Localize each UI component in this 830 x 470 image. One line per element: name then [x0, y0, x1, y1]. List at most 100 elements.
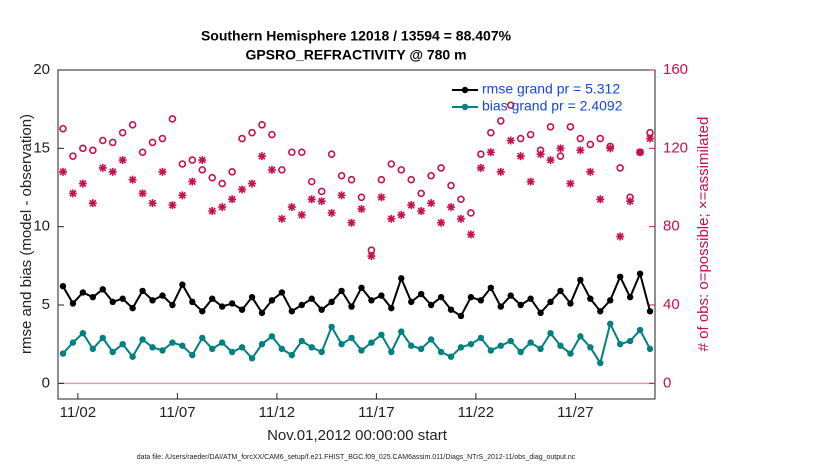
point — [487, 284, 495, 291]
point — [228, 348, 236, 356]
point — [437, 348, 445, 356]
legend-marker — [461, 86, 469, 94]
possible-marker — [59, 124, 67, 133]
possible-marker — [228, 168, 236, 176]
point — [59, 283, 67, 290]
point — [447, 306, 455, 313]
point — [318, 348, 325, 356]
point — [298, 301, 305, 309]
y2-axis-label: # of obs: o=possible; ×=assimilated — [695, 117, 712, 352]
point — [646, 308, 654, 315]
point — [129, 353, 136, 360]
assimilated-marker — [307, 195, 316, 204]
point — [159, 347, 166, 354]
possible-marker — [98, 136, 107, 145]
possible-marker — [397, 166, 406, 174]
assimilated-marker — [417, 207, 426, 215]
possible-marker — [317, 187, 326, 196]
assimilated-marker — [456, 214, 465, 223]
assimilated-marker — [218, 203, 227, 212]
y2-tick-label: 0 — [663, 374, 671, 391]
point — [179, 281, 186, 288]
assimilated-marker — [277, 214, 286, 223]
plot-area — [57, 69, 656, 400]
possible-marker — [297, 148, 306, 157]
point — [89, 293, 97, 301]
point — [517, 301, 524, 309]
point — [616, 273, 624, 280]
possible-marker — [188, 156, 197, 164]
point — [139, 287, 146, 295]
point — [417, 345, 425, 353]
assimilated-marker — [427, 199, 436, 208]
possible-marker — [546, 122, 555, 131]
chart-title: Southern Hemisphere 12018 / 13594 = 88.4… — [201, 28, 512, 44]
assimilated-marker — [486, 148, 495, 157]
point — [159, 292, 166, 299]
assimilated-marker — [437, 218, 446, 227]
point — [358, 347, 365, 354]
point — [59, 350, 67, 357]
point — [587, 344, 594, 351]
assimilated-marker — [526, 177, 535, 186]
point — [497, 342, 504, 349]
possible-marker — [477, 150, 485, 159]
point — [587, 295, 594, 302]
point — [218, 303, 226, 310]
assimilated-marker — [626, 197, 635, 206]
possible-marker — [347, 175, 356, 184]
point — [557, 287, 564, 295]
point — [527, 339, 534, 346]
point — [477, 334, 485, 342]
x-tick-label: 11/07 — [159, 404, 195, 421]
point — [258, 309, 266, 317]
point — [109, 348, 116, 356]
possible-marker — [168, 115, 177, 123]
point — [268, 297, 276, 304]
assimilated-marker — [576, 146, 585, 155]
point — [149, 297, 156, 304]
point — [199, 308, 206, 315]
point — [358, 284, 365, 291]
possible-marker — [427, 171, 435, 180]
point — [427, 301, 435, 309]
assimilated-marker — [357, 205, 366, 214]
possible-marker — [586, 140, 595, 149]
point — [626, 337, 634, 345]
point — [189, 351, 196, 359]
possible-marker — [198, 166, 207, 174]
assimilated-marker — [586, 167, 595, 176]
assimilated-marker — [536, 150, 545, 159]
point — [378, 292, 385, 299]
point — [567, 300, 574, 307]
possible-marker — [118, 128, 127, 137]
possible-marker — [566, 122, 575, 131]
point — [636, 326, 644, 334]
assimilated-marker — [616, 232, 625, 241]
legend-label: rmse grand pr = 5.312 — [482, 81, 620, 97]
point — [527, 295, 534, 302]
y-tick-label: 5 — [42, 296, 50, 313]
point — [278, 345, 286, 353]
point — [646, 345, 654, 353]
point — [537, 309, 544, 317]
point — [427, 336, 435, 343]
assimilated-marker — [516, 152, 525, 161]
possible-marker — [278, 166, 286, 174]
point — [218, 339, 226, 346]
possible-marker — [158, 134, 167, 143]
point — [577, 333, 584, 340]
assimilated-marker — [248, 179, 257, 188]
assimilated-marker — [108, 167, 117, 176]
possible-marker — [69, 152, 77, 160]
point — [308, 344, 315, 351]
assimilated-marker — [158, 167, 167, 176]
point — [328, 298, 335, 306]
x-tick-label: 11/02 — [60, 404, 96, 421]
point — [328, 323, 335, 331]
point — [437, 293, 445, 301]
assimilated-marker — [178, 191, 187, 200]
assimilated-marker — [367, 252, 376, 261]
assimilated-marker — [138, 189, 147, 198]
